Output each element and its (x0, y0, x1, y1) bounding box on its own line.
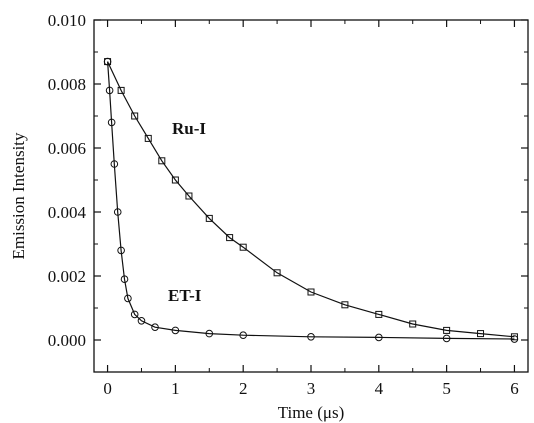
x-tick-label: 0 (103, 379, 112, 398)
data-point (171, 176, 179, 184)
x-tick-label: 2 (239, 379, 248, 398)
data-point (239, 243, 247, 251)
series-circle (103, 57, 519, 343)
data-point (110, 160, 119, 168)
data-point (120, 275, 129, 284)
x-tick-label: 6 (510, 379, 519, 398)
series-line (107, 61, 515, 338)
data-point (443, 326, 451, 334)
data-point (117, 86, 125, 94)
data-point (375, 333, 383, 342)
data-point (375, 310, 383, 318)
x-tick-label: 3 (307, 379, 316, 398)
series-layer (103, 57, 519, 343)
y-tick-label: 0.010 (48, 11, 86, 30)
data-point (185, 192, 193, 200)
y-tick-label: 0.006 (48, 139, 86, 158)
data-point (477, 330, 485, 338)
data-point (130, 310, 139, 319)
y-axis-title: Emission Intensity (9, 132, 28, 260)
x-tick-label: 5 (442, 379, 451, 398)
y-tick-label: 0.000 (48, 331, 86, 350)
data-point (151, 323, 159, 332)
data-point (171, 326, 180, 335)
data-point (205, 214, 213, 222)
data-point (107, 118, 116, 127)
y-tick-label: 0.008 (48, 75, 86, 94)
data-point (307, 288, 315, 296)
data-point (124, 294, 132, 303)
data-point (307, 333, 315, 341)
annotation-ru-i: Ru-I (172, 119, 206, 138)
data-point (239, 331, 247, 340)
data-point (226, 234, 234, 242)
data-point (442, 334, 451, 343)
y-axis-ticks: 0.000 0.002 0.004 0.006 0.008 0.010 (48, 11, 528, 350)
data-point (510, 335, 519, 343)
data-point (131, 112, 139, 120)
y-tick-label: 0.004 (48, 203, 87, 222)
x-tick-label: 4 (375, 379, 384, 398)
data-point (144, 134, 152, 142)
data-point (137, 317, 146, 325)
data-point (113, 208, 122, 216)
x-tick-label: 1 (171, 379, 180, 398)
data-point (158, 157, 166, 165)
annotation-et-i: ET-I (168, 286, 202, 305)
series-line (107, 61, 515, 340)
data-point (273, 269, 281, 277)
data-point (409, 320, 417, 328)
y-tick-label: 0.002 (48, 267, 86, 286)
x-axis-title: Time (μs) (278, 403, 345, 422)
data-point (117, 246, 125, 255)
x-axis-ticks: 0 1 2 3 4 5 6 (103, 20, 519, 398)
plot-frame (93, 19, 529, 373)
data-point (205, 329, 214, 338)
data-point (103, 57, 112, 66)
data-point (341, 301, 349, 309)
data-point (105, 86, 114, 95)
series-square (104, 58, 518, 341)
